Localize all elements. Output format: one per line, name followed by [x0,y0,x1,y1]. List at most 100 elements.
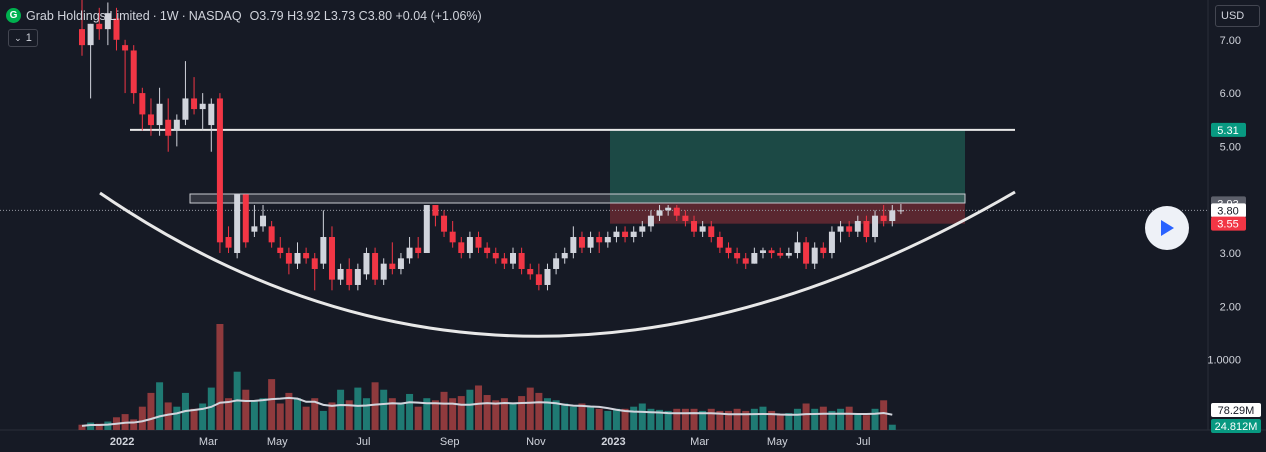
candle-body [665,207,672,211]
y-tick-label: 2.00 [1220,301,1241,313]
candle-body [897,210,904,212]
candle-body [889,210,896,222]
volume-bar [612,408,620,430]
volume-bar [268,379,276,430]
candle-body [578,237,585,248]
candle-body [173,119,180,131]
candle-body [794,242,801,253]
candle-body [880,215,887,222]
price-label: 5.31 [1217,125,1238,137]
candle-body [544,268,551,285]
candle-body [553,258,560,269]
candle-body [130,50,137,94]
volume-bar [837,408,845,430]
volume-bar [578,403,586,430]
volume-bar [199,403,207,430]
interval[interactable]: 1W [159,8,179,23]
volume-bar [750,408,758,430]
volume-bar [164,402,172,430]
y-tick-label: 1.0000 [1207,355,1241,367]
candle-body [777,253,784,256]
chevron-down-icon: ⌄ [14,32,22,43]
candle-body [708,226,715,238]
y-tick-label: 3.00 [1220,248,1241,260]
candle-body [622,231,629,238]
volume-bar [431,400,439,430]
volume-bar [319,410,327,430]
volume-bar [483,395,491,430]
volume-bar [880,400,888,430]
candle-body [87,23,94,46]
price-label-bg [1211,122,1246,137]
candle-body [484,247,491,253]
currency-button[interactable]: USD [1215,5,1260,27]
volume-bar [354,387,362,430]
x-tick-label: Sep [440,436,460,448]
target-zone [610,129,965,204]
volume-bar [733,408,741,430]
candle-body [613,231,620,238]
candle-body [139,93,146,115]
indicators-toggle[interactable]: ⌄ 1 [8,29,38,47]
volume-bar [259,398,267,430]
replay-play-button[interactable] [1145,206,1189,250]
candle-body [673,207,680,216]
candle-body [260,215,267,227]
volume-bar [414,406,422,430]
resistance-box [189,193,966,204]
stop-zone [610,203,965,224]
volume-bar [595,408,603,430]
volume-bar [242,389,250,430]
volume-bar [130,419,138,430]
volume-bar [656,409,664,430]
volume-bar [371,382,379,430]
candle-body [846,226,853,232]
volume-bar [492,400,500,430]
candle-body [604,237,611,243]
volume-bar [828,410,836,430]
candle-body [570,237,577,253]
volume-bar [742,410,750,430]
volume-bar [156,382,164,430]
candle-body [682,215,689,222]
candle-body [716,237,723,248]
candle-body [337,268,344,280]
y-tick-label: 5.00 [1220,141,1241,153]
volume-bar [423,398,431,430]
candle-body [725,247,732,253]
symbol-name[interactable]: Grab Holdings Limited [26,8,150,23]
volume-bar [845,406,853,430]
volume-bar [604,410,612,430]
candle-body [872,215,879,238]
volume-bar [337,389,345,430]
candle-body [691,221,698,232]
volume-bar [630,406,638,430]
candle-body [759,250,766,253]
volume-bar [552,400,560,430]
candle-body [492,253,499,259]
candle-body [216,98,223,243]
volume-bar [380,389,388,430]
candle-body [225,237,232,248]
candle-body [354,268,361,285]
volume-bar [104,421,112,430]
volume-bar [569,406,577,430]
volume-bar [173,406,181,430]
volume-bar [518,396,526,430]
volume-label-bg [1211,419,1261,433]
volume-bar [457,396,465,430]
volume-bar [793,408,801,430]
volume-bar [811,408,819,430]
volume-bar [78,424,86,430]
candle-body [587,237,594,248]
volume-bar [707,408,715,430]
candle-body [837,226,844,232]
y-tick-label: 7.00 [1220,35,1241,47]
candle-body [699,226,706,232]
symbol-legend: G Grab Holdings Limited · 1W · NASDAQ O3… [6,8,482,23]
volume-bar [500,398,508,430]
volume-bar [759,406,767,430]
candle-body [596,237,603,243]
volume-label: 78.29M [1218,405,1255,417]
